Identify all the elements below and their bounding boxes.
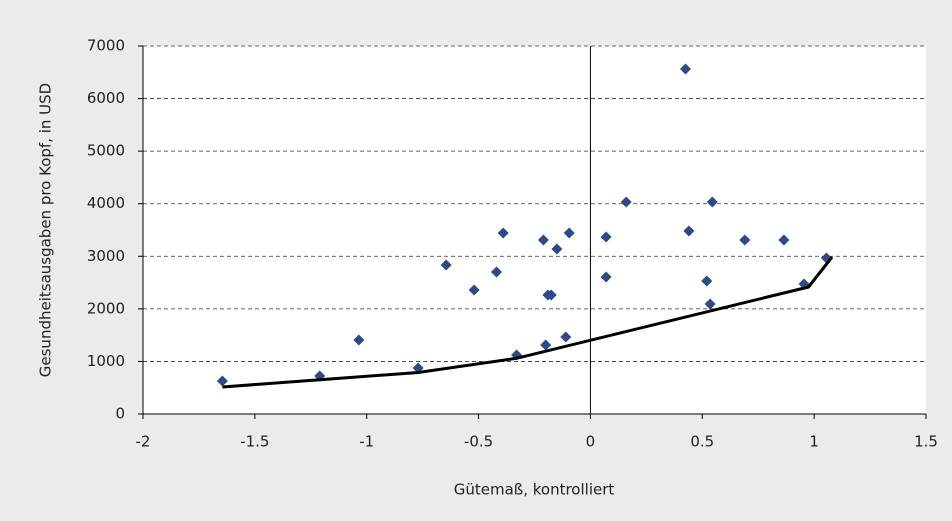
data-point (778, 234, 790, 246)
x-tick-label: -1 (359, 433, 374, 451)
data-point (551, 243, 563, 255)
data-point (490, 266, 502, 278)
data-point (545, 289, 557, 301)
data-point (706, 196, 718, 208)
x-tick-label: -1.5 (240, 433, 269, 451)
data-point (563, 227, 575, 239)
frontier-line (222, 256, 834, 389)
plot-area (143, 46, 926, 414)
data-point (600, 271, 612, 283)
data-point (540, 339, 552, 351)
data-point (560, 331, 572, 343)
x-tick-label: 1.5 (914, 433, 938, 451)
x-tick-label: -0.5 (464, 433, 493, 451)
data-point (620, 196, 632, 208)
x-tick-label: 0 (586, 433, 596, 451)
data-point (704, 298, 716, 310)
x-tick-label: 0.5 (690, 433, 714, 451)
data-point (600, 231, 612, 243)
y-tick-label: 3000 (87, 247, 125, 265)
y-tick-label: 2000 (87, 299, 125, 317)
data-point (216, 375, 228, 387)
data-point (680, 63, 692, 75)
y-tick-label: 4000 (87, 194, 125, 212)
y-tick-label: 5000 (87, 142, 125, 160)
x-tick-label: 1 (809, 433, 819, 451)
y-tick-label: 1000 (87, 352, 125, 370)
data-point (701, 275, 713, 287)
y-axis-title: Gesundheitsausgaben pro Kopf, in USD (37, 83, 55, 377)
data-point (468, 284, 480, 296)
x-axis-title: Gütemaß, kontrolliert (454, 481, 615, 499)
data-point (739, 234, 751, 246)
data-point (440, 259, 452, 271)
y-tick-label: 6000 (87, 89, 125, 107)
data-point (353, 334, 365, 346)
data-point (683, 225, 695, 237)
y-tick-label: 7000 (87, 37, 125, 55)
data-point (537, 234, 549, 246)
data-point (497, 227, 509, 239)
y-tick-label: 0 (115, 405, 125, 423)
x-tick-label: -2 (136, 433, 151, 451)
